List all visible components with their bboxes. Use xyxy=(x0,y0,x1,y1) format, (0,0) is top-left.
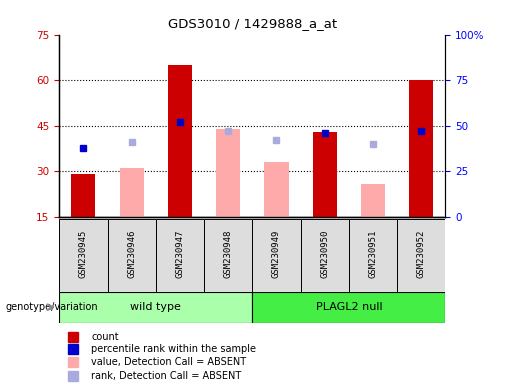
Text: rank, Detection Call = ABSENT: rank, Detection Call = ABSENT xyxy=(91,371,242,381)
Bar xyxy=(264,162,288,217)
Bar xyxy=(252,219,301,292)
Text: count: count xyxy=(91,332,118,342)
Bar xyxy=(168,65,192,217)
Text: wild type: wild type xyxy=(130,302,181,312)
Text: GDS3010 / 1429888_a_at: GDS3010 / 1429888_a_at xyxy=(168,17,337,30)
Bar xyxy=(313,132,337,217)
Text: GSM230949: GSM230949 xyxy=(272,230,281,278)
Bar xyxy=(409,80,434,217)
Bar xyxy=(349,219,397,292)
Bar xyxy=(59,292,252,323)
Text: GSM230947: GSM230947 xyxy=(176,230,184,278)
Bar xyxy=(397,219,445,292)
Text: GSM230950: GSM230950 xyxy=(320,230,329,278)
Bar xyxy=(361,184,385,217)
Text: percentile rank within the sample: percentile rank within the sample xyxy=(91,344,256,354)
Text: GSM230945: GSM230945 xyxy=(79,230,88,278)
Bar xyxy=(119,168,144,217)
Bar xyxy=(204,219,252,292)
Text: GSM230948: GSM230948 xyxy=(224,230,233,278)
Bar xyxy=(59,219,108,292)
Text: GSM230946: GSM230946 xyxy=(127,230,136,278)
Bar xyxy=(252,292,445,323)
Text: PLAGL2 null: PLAGL2 null xyxy=(316,302,382,312)
Bar xyxy=(71,174,95,217)
Text: genotype/variation: genotype/variation xyxy=(5,302,98,312)
Text: GSM230951: GSM230951 xyxy=(369,230,377,278)
Text: value, Detection Call = ABSENT: value, Detection Call = ABSENT xyxy=(91,357,246,367)
Bar xyxy=(156,219,204,292)
Bar xyxy=(216,129,241,217)
Text: GSM230952: GSM230952 xyxy=(417,230,426,278)
Bar xyxy=(301,219,349,292)
Bar xyxy=(108,219,156,292)
